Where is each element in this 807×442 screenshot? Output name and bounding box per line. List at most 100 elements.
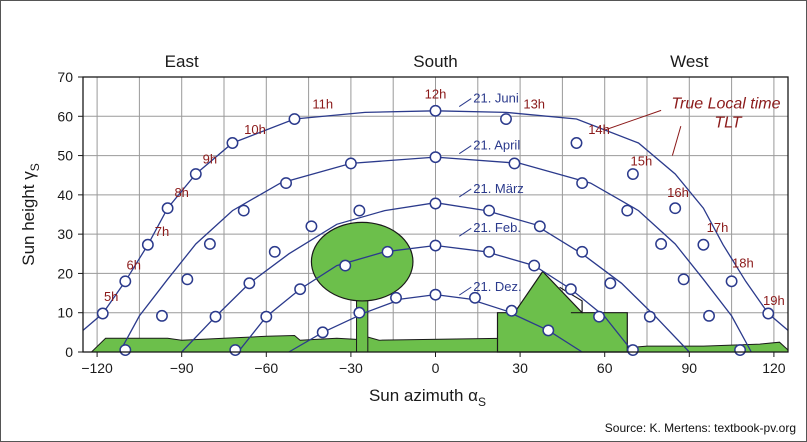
hour-point: [161, 202, 174, 215]
hour-label: 7h: [155, 224, 169, 239]
hour-label: 16h: [667, 185, 689, 200]
axes: −120 −90 −60 −30 0 30 60 90 120 0 10 20 30 40 50 60 70 Su…: [19, 69, 789, 409]
hour-point: [243, 277, 256, 290]
hour-point: [429, 151, 442, 164]
hour-point: [508, 157, 521, 170]
hour-point: [390, 291, 402, 304]
x-tick-label: 120: [762, 360, 786, 376]
grid: [83, 76, 788, 353]
source-note: Source: K. Mertens: textbook-pv.org: [604, 421, 796, 435]
date-label: 21. Juni: [473, 91, 519, 106]
hour-points: [96, 104, 775, 356]
hour-point: [429, 288, 442, 301]
direction-label: East: [165, 52, 199, 71]
hour-point: [621, 204, 634, 217]
hour-point: [626, 344, 639, 356]
x-tick-label: 30: [512, 360, 528, 376]
y-tick-label: 20: [57, 265, 73, 281]
tree-crown: [310, 221, 414, 302]
hour-point: [500, 113, 512, 125]
y-tick-label: 10: [57, 305, 73, 321]
hour-point: [237, 204, 250, 217]
date-leader: [458, 188, 472, 198]
x-axis-label: Sun azimuth αS: [369, 386, 486, 409]
x-tick-label: −90: [170, 360, 194, 376]
hour-point: [576, 245, 589, 258]
tlt-annotation-line1: True Local time: [671, 95, 780, 112]
hour-point: [762, 307, 775, 320]
date-label: 21. Feb.: [473, 220, 521, 235]
hour-label: 13h: [523, 96, 545, 111]
hour-label: 9h: [203, 151, 217, 166]
date-leader: [458, 145, 472, 155]
tlt-leader-15h: [671, 125, 682, 156]
hour-point: [381, 245, 394, 258]
hour-point: [570, 137, 583, 149]
y-tick-label: 60: [57, 108, 73, 124]
hour-point: [725, 275, 738, 288]
y-tick-label: 50: [57, 148, 73, 164]
hour-point: [697, 238, 710, 251]
hour-point: [469, 291, 481, 304]
horizon-obstacles: [90, 221, 789, 353]
hour-point: [339, 259, 352, 272]
hour-point: [294, 283, 307, 296]
hour-point: [429, 239, 442, 252]
hour-point: [593, 310, 606, 323]
y-axis-label: Sun height γS: [19, 163, 42, 266]
x-tick-label: −60: [254, 360, 278, 376]
hour-point: [141, 238, 154, 251]
hour-label: 11h: [312, 96, 333, 111]
hour-point: [96, 307, 109, 320]
hour-point: [604, 277, 617, 290]
hour-label: 17h: [707, 220, 729, 235]
tlt-leader-14h: [604, 109, 662, 131]
hour-point: [626, 168, 639, 180]
y-tick-label: 40: [57, 187, 73, 203]
hour-point: [209, 310, 222, 323]
hour-point: [677, 273, 690, 286]
hour-point: [429, 197, 442, 210]
hour-label: 19h: [763, 293, 785, 308]
hour-point: [189, 168, 202, 180]
direction-label: South: [413, 52, 457, 71]
hour-label: 5h: [104, 289, 118, 304]
hour-point: [260, 310, 273, 323]
date-leader: [458, 227, 472, 237]
hour-point: [268, 245, 281, 258]
tlt-annotation-line2: TLT: [714, 114, 742, 131]
hour-point: [119, 344, 132, 356]
date-leader: [458, 286, 472, 296]
hour-label: 8h: [174, 185, 188, 200]
hour-point: [643, 310, 656, 323]
hour-point: [533, 220, 546, 233]
hour-point: [734, 344, 747, 356]
hour-point: [429, 104, 442, 117]
hour-point: [316, 326, 329, 339]
hour-label: 18h: [732, 256, 754, 271]
hour-point: [564, 283, 577, 296]
y-tick-label: 70: [57, 69, 73, 85]
x-tick-label: −30: [339, 360, 363, 376]
x-tick-label: −120: [81, 360, 113, 376]
x-tick-label: 90: [682, 360, 698, 376]
hour-point: [505, 304, 518, 317]
hour-point: [483, 245, 496, 258]
hour-point: [229, 344, 242, 356]
hour-point: [344, 157, 357, 170]
hour-point: [483, 204, 496, 217]
date-label: 21. Dez.: [473, 279, 521, 294]
hour-point: [655, 238, 668, 250]
hour-label: 14h: [588, 122, 610, 137]
hour-label: 6h: [127, 258, 141, 273]
hour-label: 15h: [631, 153, 653, 168]
hour-point: [226, 137, 239, 149]
x-tick-label: 60: [597, 360, 613, 376]
hour-point: [353, 306, 366, 319]
hour-point: [280, 177, 292, 190]
hour-point: [288, 113, 301, 125]
direction-label: West: [670, 52, 709, 71]
x-tick-label: 0: [432, 360, 440, 376]
